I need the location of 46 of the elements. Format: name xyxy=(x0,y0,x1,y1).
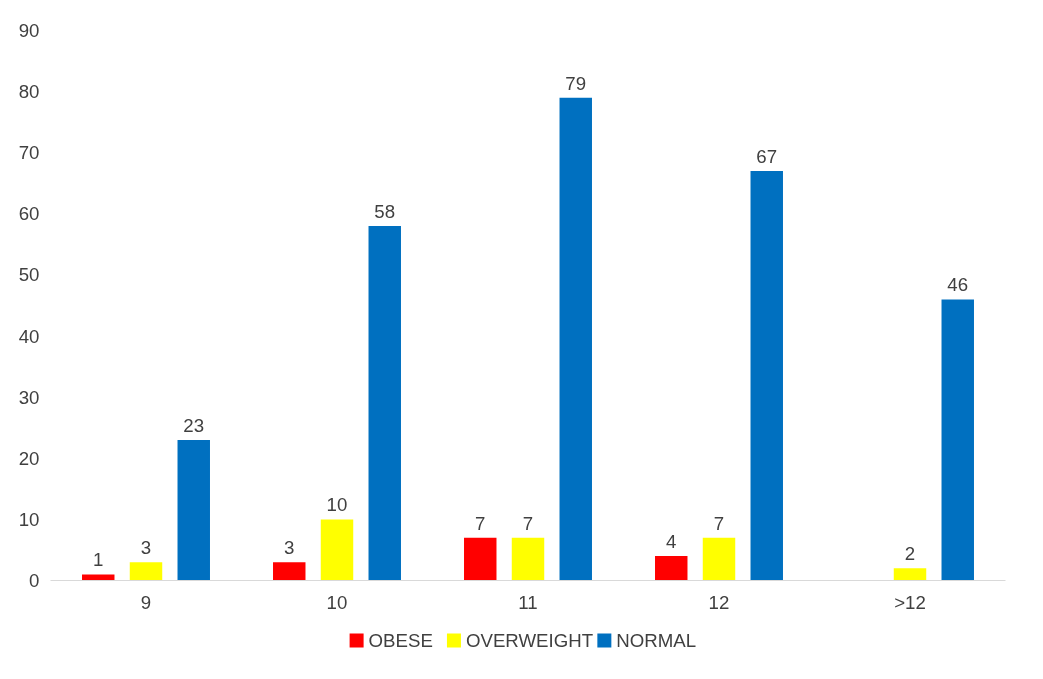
x-tick-label: 9 xyxy=(140,591,152,613)
y-tick-label: 0 xyxy=(29,570,40,591)
bar xyxy=(750,171,783,581)
bar xyxy=(177,439,210,581)
data-label: 1 xyxy=(93,549,104,571)
data-label: 7 xyxy=(475,512,486,534)
data-label: 7 xyxy=(522,512,534,534)
bar xyxy=(702,537,736,581)
x-tick-label: 11 xyxy=(518,591,538,613)
legend-label: OBESE xyxy=(368,630,433,651)
data-label: 4 xyxy=(666,531,677,553)
bar xyxy=(655,556,688,581)
bar xyxy=(941,299,974,581)
x-tick-label: 10 xyxy=(326,591,348,613)
bar xyxy=(82,574,115,581)
y-tick-label: 70 xyxy=(18,142,40,164)
data-label: 2 xyxy=(904,543,916,565)
data-label: 3 xyxy=(284,537,295,559)
x-tick-label: 12 xyxy=(708,591,730,613)
data-label: 79 xyxy=(565,72,587,94)
data-label: 23 xyxy=(183,414,205,436)
legend-label: NORMAL xyxy=(616,630,697,651)
data-label: 58 xyxy=(374,201,396,223)
data-label: 3 xyxy=(140,537,152,559)
y-tick-label: 30 xyxy=(18,386,40,408)
y-tick-label: 50 xyxy=(18,264,40,286)
bar xyxy=(129,562,163,581)
y-tick-label: 90 xyxy=(18,20,40,41)
bar xyxy=(464,537,497,581)
bar xyxy=(368,226,401,581)
y-tick-label: 60 xyxy=(18,203,40,225)
y-tick-label: 80 xyxy=(18,81,40,103)
legend-label: OVERWEIGHT xyxy=(465,630,594,651)
data-label: 67 xyxy=(756,146,778,168)
bar xyxy=(893,568,927,581)
x-tick-label: >12 xyxy=(894,591,926,613)
data-label: 7 xyxy=(713,512,725,534)
bar xyxy=(559,97,592,581)
y-tick-label: 20 xyxy=(18,447,40,469)
y-tick-label: 10 xyxy=(18,508,40,530)
bar xyxy=(273,562,306,581)
data-label: 10 xyxy=(326,494,348,516)
y-tick-label: 40 xyxy=(18,325,40,347)
bar xyxy=(320,519,354,581)
data-label: 46 xyxy=(947,274,969,296)
bar xyxy=(511,537,545,581)
